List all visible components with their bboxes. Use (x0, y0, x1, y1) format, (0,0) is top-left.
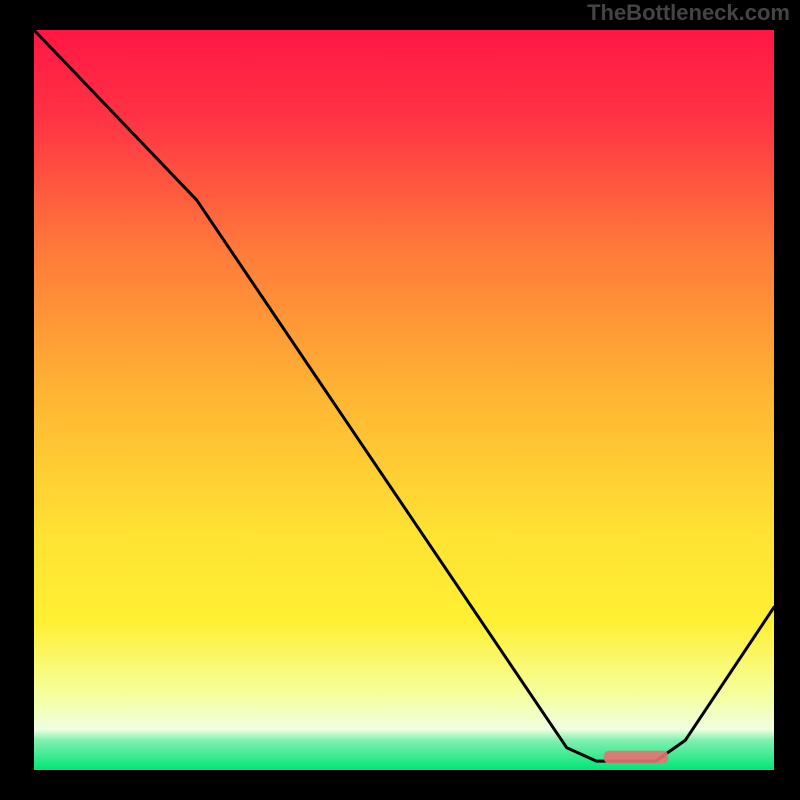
chart-svg (34, 30, 774, 770)
chart-plot-area (34, 30, 774, 770)
watermark-text: TheBottleneck.com (587, 0, 790, 26)
optimal-range-marker (604, 751, 668, 764)
chart-background-gradient (34, 30, 774, 770)
